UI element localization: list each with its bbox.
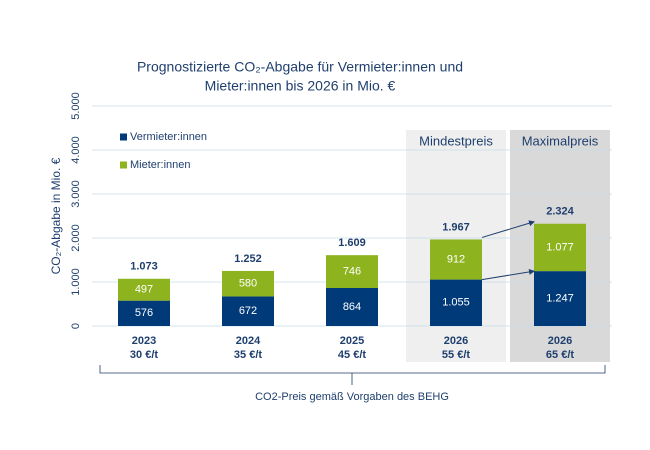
- y-axis-label: CO₂-Abgabe in Mio. €: [49, 157, 63, 274]
- value-label: 1.055: [442, 297, 470, 309]
- panel-label: Maximalpreis: [522, 133, 599, 148]
- total-label: 2.324: [546, 206, 574, 218]
- value-label: 1.247: [546, 292, 574, 304]
- total-label: 1.967: [442, 221, 470, 233]
- total-label: 1.073: [130, 261, 158, 273]
- total-label: 1.252: [234, 253, 262, 265]
- arrow: [481, 220, 535, 238]
- x-tick-label: 30 €/t: [130, 349, 158, 361]
- x-tick-label: 45 €/t: [338, 349, 366, 361]
- y-tick-label: 0: [70, 323, 82, 329]
- y-tick-label: 1.000: [70, 268, 82, 296]
- bar-segment: [222, 296, 274, 326]
- value-label: 497: [135, 284, 153, 296]
- bar-segment: [430, 239, 482, 280]
- x-tick-label: 65 €/t: [546, 349, 574, 361]
- y-tick-label: 5.000: [70, 92, 82, 120]
- value-label: 864: [343, 301, 361, 313]
- chart-title: Mieter:innen bis 2026 in Mio. €: [205, 78, 396, 94]
- x-tick-label: 2024: [236, 335, 261, 347]
- x-tick-label: 55 €/t: [442, 349, 470, 361]
- value-label: 746: [343, 265, 361, 277]
- y-tick-label: 3.000: [70, 180, 82, 208]
- legend-label: Vermieter:innen: [130, 131, 207, 143]
- x-tick-label: 2023: [132, 335, 156, 347]
- value-label: 576: [135, 307, 153, 319]
- x-tick-label: 2026: [548, 335, 572, 347]
- legend-swatch: [120, 161, 127, 169]
- total-label: 1.609: [338, 237, 366, 249]
- chart-title: Prognostizierte CO₂-Abgabe für Vermieter…: [137, 59, 463, 75]
- bar-segment: [534, 271, 586, 326]
- x-tick-label: 2026: [444, 335, 468, 347]
- arrow: [481, 268, 535, 281]
- bar-segment: [222, 270, 274, 297]
- legend-swatch: [120, 133, 127, 141]
- bar-segment: [326, 287, 378, 326]
- x-tick-label: 35 €/t: [234, 349, 262, 361]
- legend-label: Mieter:innen: [130, 159, 191, 171]
- panel-label: Mindestpreis: [419, 133, 493, 148]
- bar-segment: [326, 255, 378, 288]
- value-label: 672: [239, 305, 257, 317]
- bar-segment: [118, 278, 170, 301]
- bar-segment: [118, 300, 170, 326]
- bracket: [99, 365, 606, 385]
- value-label: 1.077: [546, 241, 574, 253]
- y-tick-label: 2.000: [70, 224, 82, 252]
- bar-segment: [534, 223, 586, 272]
- value-label: 912: [447, 253, 465, 265]
- y-tick-label: 4.000: [70, 136, 82, 164]
- x-tick-label: 2025: [340, 335, 364, 347]
- x-axis-label: CO2-Preis gemäß Vorgaben des BEHG: [255, 391, 449, 403]
- value-label: 580: [239, 278, 257, 290]
- bar-segment: [430, 279, 482, 326]
